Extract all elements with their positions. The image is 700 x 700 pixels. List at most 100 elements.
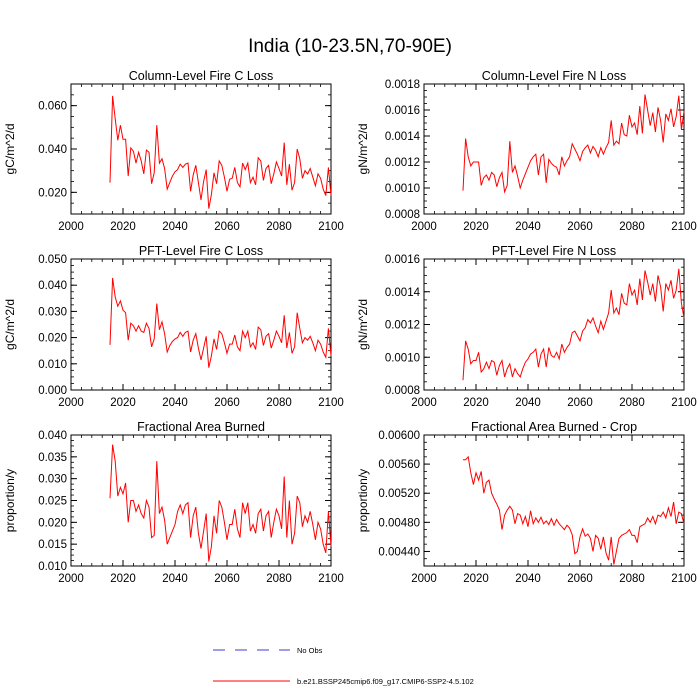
chart-panels: Column-Level Fire C Loss gC/m^2/d 2000 2020… <box>3 69 697 585</box>
y-tick-label: 0.0008 <box>385 209 420 221</box>
x-tick-label: 2000 <box>58 221 84 233</box>
y-tick-label: 0.025 <box>38 496 67 508</box>
y-tick-label: 0.0012 <box>385 157 420 169</box>
figure-title: India (10-23.5N,70-90E) <box>248 36 452 57</box>
x-tick-label: 2040 <box>515 221 541 233</box>
x-tick-label: 2080 <box>619 221 645 233</box>
y-axis-label: proportion/y <box>356 469 370 532</box>
x-tick-label: 2080 <box>619 573 645 585</box>
x-tick-label: 2080 <box>266 573 292 585</box>
x-tick-label: 2020 <box>110 573 136 585</box>
y-tick-label: 0.035 <box>38 452 67 464</box>
y-tick-label: 0.00600 <box>378 430 420 442</box>
y-axis-label: gN/m^2/d <box>356 124 370 175</box>
y-tick-label: 0.00520 <box>378 488 420 500</box>
plot-frame <box>70 83 332 215</box>
panel-title: Column-Level Fire C Loss <box>129 69 274 83</box>
y-tick-label: 0.0014 <box>385 131 421 143</box>
chart-panel-4: PFT-Level Fire N Loss gN/m^2/d 2000 2020 204… <box>356 244 697 409</box>
y-tick-label: 0.030 <box>38 474 67 486</box>
plot-frame <box>423 258 685 391</box>
series-line <box>109 277 332 368</box>
y-tick-label: 0.020 <box>38 517 67 529</box>
x-tick-label: 2020 <box>110 397 136 409</box>
x-tick-label: 2020 <box>463 397 489 409</box>
x-tick-label: 2040 <box>515 397 541 409</box>
x-tick-label: 2020 <box>463 221 489 233</box>
chart-panel-6: Fractional Area Burned - Crop proportion/… <box>356 420 697 585</box>
y-tick-label: 0.0016 <box>385 254 420 266</box>
panel-title: PFT-Level Fire N Loss <box>492 244 616 258</box>
series-line <box>109 95 332 209</box>
y-tick-label: 0.040 <box>38 144 67 156</box>
y-axis-label: proportion/y <box>3 469 17 532</box>
x-tick-label: 2040 <box>162 397 188 409</box>
x-tick-label: 2080 <box>266 221 292 233</box>
y-axis-label: gC/m^2/d <box>3 124 17 175</box>
legend: No Obs b.e21.BSSP245cmip6.f09_g17.CMIP6-… <box>213 646 474 686</box>
y-tick-label: 0.00480 <box>378 517 420 529</box>
y-tick-label: 0.0010 <box>385 352 420 364</box>
x-tick-label: 2100 <box>671 573 697 585</box>
y-tick-label: 0.020 <box>38 187 67 199</box>
x-tick-label: 2040 <box>515 573 541 585</box>
chart-panel-2: Column-Level Fire N Loss gN/m^2/d 2000 2020… <box>356 69 697 233</box>
panel-title: Column-Level Fire N Loss <box>482 69 627 83</box>
x-tick-label: 2040 <box>162 573 188 585</box>
x-tick-label: 2060 <box>214 573 240 585</box>
series-line <box>462 94 685 194</box>
panel-title: Fractional Area Burned - Crop <box>471 420 637 434</box>
x-tick-label: 2100 <box>671 221 697 233</box>
x-tick-label: 2100 <box>318 573 344 585</box>
x-tick-label: 2100 <box>318 397 344 409</box>
y-tick-label: 0.015 <box>38 539 67 551</box>
y-tick-label: 0.00560 <box>378 459 420 471</box>
x-tick-label: 2080 <box>619 397 645 409</box>
y-tick-label: 0.040 <box>38 430 67 442</box>
y-tick-label: 0.060 <box>38 101 67 113</box>
x-tick-label: 2000 <box>411 573 437 585</box>
x-tick-label: 2080 <box>266 397 292 409</box>
legend-obs-label: No Obs <box>297 646 323 655</box>
series-line <box>463 455 685 565</box>
y-tick-label: 0.0010 <box>385 183 420 195</box>
y-tick-label: 0.030 <box>38 306 67 318</box>
x-tick-label: 2060 <box>567 573 593 585</box>
x-tick-label: 2000 <box>411 397 437 409</box>
plot-frame <box>70 258 332 391</box>
y-axis-label: gN/m^2/d <box>356 299 370 350</box>
x-tick-label: 2060 <box>567 397 593 409</box>
y-tick-label: 0.010 <box>38 359 67 371</box>
y-tick-label: 0.00440 <box>378 546 420 558</box>
y-tick-label: 0.000 <box>38 385 67 397</box>
x-tick-label: 2040 <box>162 221 188 233</box>
x-tick-label: 2000 <box>58 573 84 585</box>
y-axis-label: gC/m^2/d <box>3 299 17 350</box>
y-tick-label: 0.0008 <box>385 385 420 397</box>
x-tick-label: 2100 <box>318 221 344 233</box>
chart-panel-3: PFT-Level Fire C Loss gC/m^2/d 2000 2020 204… <box>3 244 344 409</box>
y-tick-label: 0.0016 <box>385 105 420 117</box>
x-tick-label: 2060 <box>214 397 240 409</box>
legend-model-label: b.e21.BSSP245cmip6.f09_g17.CMIP6-SSP2-4.… <box>297 677 474 686</box>
x-tick-label: 2020 <box>110 221 136 233</box>
series-line <box>109 444 332 562</box>
y-tick-label: 0.050 <box>38 254 67 266</box>
y-tick-label: 0.0014 <box>385 287 421 299</box>
plot-frame <box>423 83 685 215</box>
x-tick-label: 2020 <box>463 573 489 585</box>
y-tick-label: 0.0012 <box>385 320 420 332</box>
y-tick-label: 0.010 <box>38 561 67 573</box>
panel-title: Fractional Area Burned <box>137 420 265 434</box>
y-tick-label: 0.040 <box>38 280 67 292</box>
plot-frame <box>423 434 685 567</box>
x-tick-label: 2060 <box>214 221 240 233</box>
x-tick-label: 2060 <box>567 221 593 233</box>
chart-panel-5: Fractional Area Burned proportion/y 2000 20… <box>3 420 344 585</box>
series-line <box>462 268 685 381</box>
panel-title: PFT-Level Fire C Loss <box>139 244 263 258</box>
y-tick-label: 0.020 <box>38 333 67 345</box>
x-tick-label: 2000 <box>58 397 84 409</box>
y-tick-label: 0.0018 <box>385 79 420 91</box>
